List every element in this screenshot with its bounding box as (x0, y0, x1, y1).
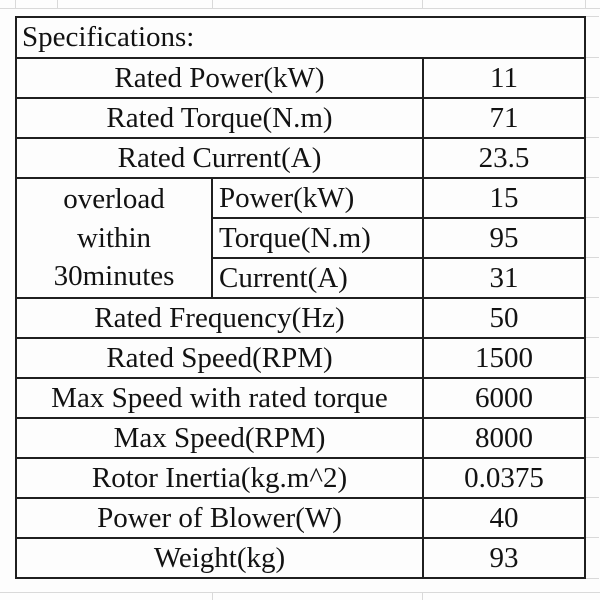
gridline (585, 257, 599, 258)
gridline (585, 377, 599, 378)
gridline (585, 217, 599, 218)
gridline (585, 177, 599, 178)
spec-label-cell: Rated Power(kW) (15, 57, 424, 99)
table-row: Power of Blower(W) 40 (15, 497, 586, 539)
spec-label-cell: Power of Blower(W) (15, 497, 424, 539)
overload-label-line: 30minutes (53, 260, 175, 293)
overload-label-line: within (76, 221, 152, 254)
gridline (585, 137, 599, 138)
gridline (422, 592, 423, 600)
spec-label-cell: Weight(kg) (15, 537, 424, 579)
gridline (0, 8, 600, 9)
table-row: Torque(N.m) 95 (16, 217, 586, 259)
table-row: Max Speed with rated torque 6000 (15, 377, 586, 419)
spec-value-cell: 8000 (422, 417, 586, 459)
table-row: Rotor Inertia(kg.m^2) 0.0375 (15, 457, 586, 499)
spec-value-cell: 93 (422, 537, 586, 579)
overload-sub-label-cell: Current(A) (211, 257, 424, 299)
spec-value-cell: 11 (422, 57, 586, 99)
spec-label-cell: Rated Torque(N.m) (15, 97, 424, 139)
table-row: Max Speed(RPM) 8000 (15, 417, 586, 459)
gridline (57, 0, 58, 9)
spec-label-cell: Max Speed with rated torque (15, 377, 424, 419)
gridline (585, 297, 599, 298)
gridline (585, 337, 599, 338)
spec-label-cell: Rotor Inertia(kg.m^2) (15, 457, 424, 499)
spec-value-cell: 6000 (422, 377, 586, 419)
table-title: Specifications: (15, 16, 586, 59)
table-row: Rated Torque(N.m) 71 (15, 97, 586, 139)
gridline (585, 97, 599, 98)
gridline (422, 0, 423, 9)
gridline (15, 0, 16, 9)
spec-value-cell: 50 (422, 297, 586, 339)
overload-merged-cell: overload within 30minutes (15, 177, 213, 299)
spec-label-cell: Max Speed(RPM) (15, 417, 424, 459)
overload-sub-label-cell: Power(kW) (211, 177, 424, 219)
spec-label-cell: Rated Speed(RPM) (15, 337, 424, 379)
spec-value-cell: 31 (422, 257, 586, 299)
gridline (585, 0, 586, 9)
gridline (0, 592, 600, 593)
table-row: Rated Frequency(Hz) 50 (15, 297, 586, 339)
gridline (212, 592, 213, 600)
overload-label-line: overload (63, 182, 165, 215)
gridline (585, 417, 599, 418)
table-row: Weight(kg) 93 (15, 537, 586, 579)
gridline (585, 57, 599, 58)
gridline (585, 16, 599, 17)
table-row: Rated Power(kW) 11 (15, 57, 586, 99)
spec-value-cell: 0.0375 (422, 457, 586, 499)
spec-label-cell: Rated Current(A) (15, 137, 424, 179)
table-row: Current(A) 31 (16, 257, 586, 299)
overload-sub-label-cell: Torque(N.m) (211, 217, 424, 259)
table-row: Rated Speed(RPM) 1500 (15, 337, 586, 379)
specifications-table: Specifications: Rated Power(kW) 11 Rated… (15, 16, 586, 579)
gridline (585, 497, 599, 498)
spec-label-cell: Rated Frequency(Hz) (15, 297, 424, 339)
overload-label: overload within 30minutes (18, 180, 210, 296)
spec-value-cell: 71 (422, 97, 586, 139)
gridline (585, 578, 599, 579)
gridline (585, 457, 599, 458)
table-row: Rated Current(A) 23.5 (15, 137, 586, 179)
spec-value-cell: 40 (422, 497, 586, 539)
spec-value-cell: 15 (422, 177, 586, 219)
gridline (585, 537, 599, 538)
spec-value-cell: 23.5 (422, 137, 586, 179)
table-row: overload within 30minutes Power(kW) 15 (15, 177, 586, 299)
spec-value-cell: 1500 (422, 337, 586, 379)
table-row: Specifications: (15, 16, 586, 59)
spec-value-cell: 95 (422, 217, 586, 259)
gridline (212, 0, 213, 9)
